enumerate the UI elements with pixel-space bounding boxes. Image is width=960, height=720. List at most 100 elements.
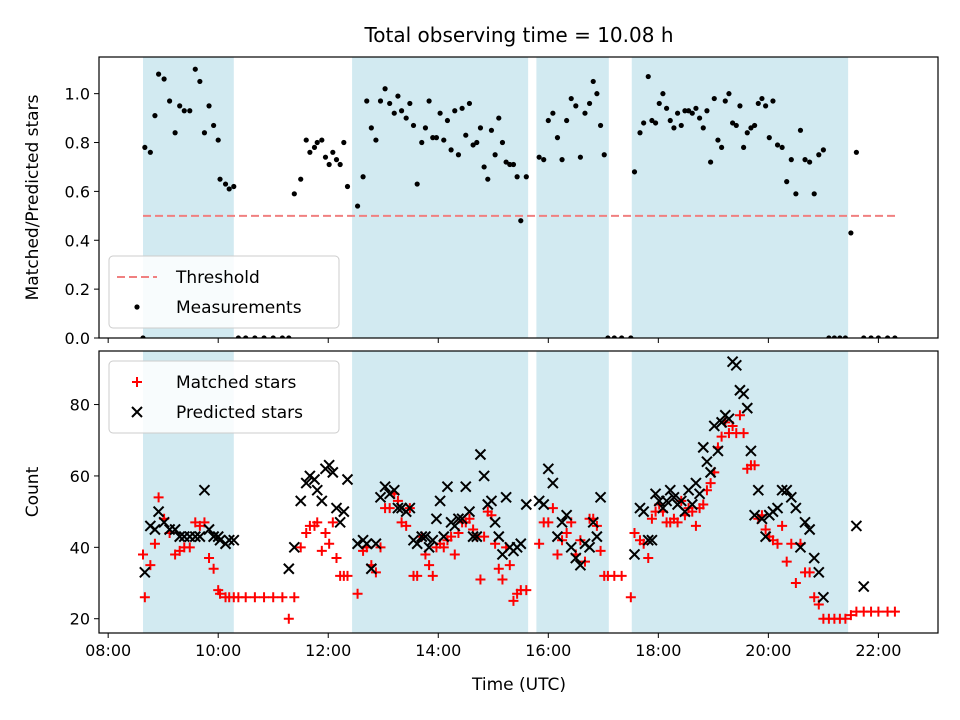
ratio-points <box>140 66 898 338</box>
predicted-stars-point <box>404 502 416 514</box>
measurement-point <box>291 191 297 197</box>
measurement-point <box>682 108 688 114</box>
measurement-point <box>333 157 340 163</box>
measurement-point <box>147 149 153 155</box>
measurement-point <box>577 154 583 160</box>
predicted-stars-point <box>817 591 830 604</box>
measurement-point <box>368 125 374 131</box>
predicted-stars-point <box>351 538 364 550</box>
measurement-point <box>201 130 208 136</box>
measurement-point <box>619 335 625 338</box>
measurement-point <box>433 135 440 141</box>
measurement-point <box>452 108 458 114</box>
matched-stars-point <box>138 549 149 560</box>
measurement-point <box>341 139 347 146</box>
predicted-stars-point <box>520 498 533 511</box>
measurement-point <box>382 86 388 92</box>
matched-stars-point <box>324 538 335 549</box>
measurement-point <box>481 164 487 170</box>
matched-stars-point <box>331 553 342 564</box>
measurement-point <box>892 335 898 338</box>
matched-stars-point <box>672 517 683 528</box>
matched-stars-point <box>259 592 270 603</box>
matched-stars-point <box>840 613 851 624</box>
measurement-point <box>319 137 325 143</box>
measurement-point <box>330 149 336 155</box>
predicted-stars-point <box>730 359 742 371</box>
matched-stars-point <box>889 606 900 617</box>
legend-box <box>108 360 340 434</box>
measurement-point <box>816 152 822 158</box>
observing-window-3 <box>536 57 609 338</box>
predicted-stars-point <box>500 491 512 504</box>
measurement-point <box>700 125 706 131</box>
y-tick-label: 40 <box>70 538 90 557</box>
measurement-point <box>707 159 714 165</box>
measurement-point <box>215 137 221 143</box>
matched-stars-point <box>760 524 771 535</box>
predicted-stars-point <box>642 534 654 546</box>
measurement-point <box>448 147 454 153</box>
measurement-point <box>853 149 859 155</box>
matched-stars-point <box>240 592 251 603</box>
measurement-point <box>601 152 607 158</box>
x-tick-label: 12:00 <box>305 641 351 660</box>
measurement-point <box>868 335 874 338</box>
measurement-point <box>733 122 739 129</box>
predicted-stars-point <box>370 538 382 550</box>
predicted-stars-point <box>551 530 564 543</box>
predicted-stars-point <box>323 459 335 471</box>
predicted-stars-point <box>570 552 582 564</box>
measurement-point <box>235 335 241 338</box>
matched-stars-point <box>687 506 698 517</box>
predicted-stars-point <box>194 530 206 543</box>
matched-stars-point <box>208 563 219 574</box>
observing-window-2 <box>352 57 529 338</box>
predicted-stars-point <box>173 530 186 543</box>
legend-matched-swatch <box>132 377 142 387</box>
measurement-point <box>252 335 258 338</box>
measurement-point <box>142 144 148 151</box>
matched-stars-point <box>705 478 716 489</box>
measurement-point <box>270 335 276 338</box>
predicted-stars-point <box>478 470 490 482</box>
matched-stars-point <box>749 460 760 471</box>
predicted-stars-point <box>745 445 757 457</box>
matched-stars-point <box>301 528 312 539</box>
measurement-point <box>503 159 509 165</box>
matched-stars-point <box>342 570 353 581</box>
predicted-stars-point <box>547 477 559 489</box>
predicted-stars-point <box>785 491 797 504</box>
predicted-stars-point <box>452 513 465 525</box>
predicted-stars-point <box>723 413 735 425</box>
predicted-stars-point <box>560 509 573 521</box>
predicted-stars-point <box>741 402 753 414</box>
measurement-point <box>545 117 551 124</box>
predicted-stars-point <box>780 484 793 496</box>
counts-legend: Matched stars Predicted stars <box>108 360 340 434</box>
predicted-stars-point <box>712 445 724 457</box>
predicted-stars-point <box>388 484 400 496</box>
x-tick-label: 10:00 <box>195 641 241 660</box>
measurement-point <box>779 144 785 151</box>
counts-y-axis-label: Count <box>23 466 43 517</box>
measurement-point <box>730 120 736 126</box>
measurement-point <box>286 335 292 338</box>
x-tick-label: 08:00 <box>85 641 131 660</box>
measurement-point <box>303 137 309 143</box>
measurement-point <box>492 152 498 158</box>
measurement-point <box>594 91 600 97</box>
measurement-point <box>161 76 167 82</box>
predicted-stars-point <box>660 495 673 507</box>
measurement-point <box>637 130 643 136</box>
measurement-point <box>550 110 556 116</box>
measurement-point <box>279 335 285 338</box>
matched-stars-point <box>629 528 640 539</box>
matched-stars-point <box>873 606 884 617</box>
measurement-point <box>611 335 617 338</box>
predicted-stars-point <box>587 516 599 529</box>
matched-stars-point <box>295 542 306 553</box>
predicted-stars-point <box>471 530 483 543</box>
y-tick-label: 0.8 <box>65 134 90 153</box>
measurement-point <box>410 122 417 129</box>
